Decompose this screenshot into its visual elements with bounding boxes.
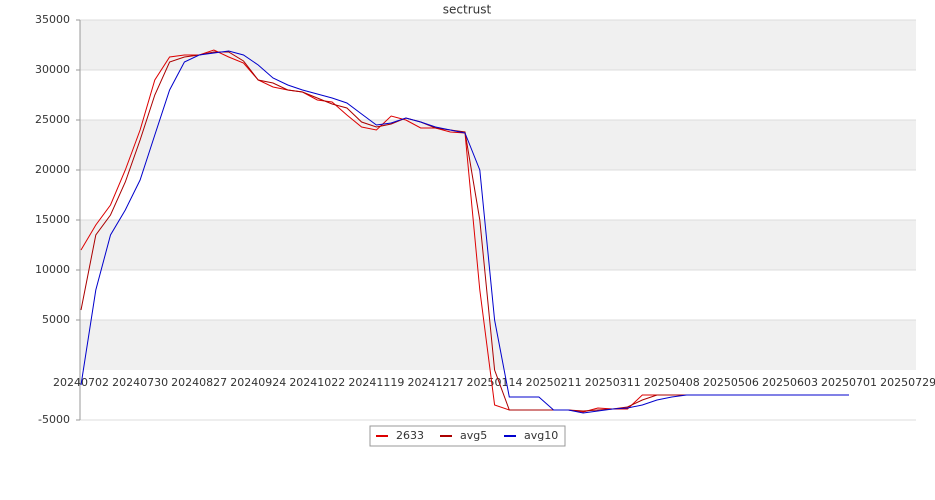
x-tick-label: 20250114: [467, 376, 523, 389]
plot-band: [80, 120, 916, 170]
x-tick-label: 20250311: [585, 376, 641, 389]
y-tick-label: 35000: [35, 13, 70, 26]
x-tick-label: 20240730: [112, 376, 168, 389]
y-tick-label: 30000: [35, 63, 70, 76]
x-tick-label: 20240827: [171, 376, 227, 389]
y-tick-label: 5000: [42, 313, 70, 326]
x-tick-label: 20250408: [644, 376, 700, 389]
chart-title: sectrust: [443, 3, 492, 17]
x-tick-label: 20250701: [821, 376, 877, 389]
x-tick-label: 20241119: [348, 376, 404, 389]
x-tick-label: 20250729: [880, 376, 935, 389]
y-tick-label: -5000: [38, 413, 70, 426]
x-tick-label: 20241022: [289, 376, 345, 389]
y-tick-label: 15000: [35, 213, 70, 226]
plot-band: [80, 220, 916, 270]
x-tick-label: 20240924: [230, 376, 286, 389]
y-tick-label: 10000: [35, 263, 70, 276]
x-tick-label: 20250506: [703, 376, 759, 389]
series-line: [80, 50, 849, 414]
y-tick-label: 25000: [35, 113, 70, 126]
legend-label: avg10: [524, 429, 558, 442]
x-tick-label: 20241217: [407, 376, 463, 389]
plot-band: [80, 320, 916, 370]
x-tick-label: 20250211: [526, 376, 582, 389]
y-tick-label: 20000: [35, 163, 70, 176]
legend-label: 2633: [396, 429, 424, 442]
legend-box: [369, 425, 566, 447]
x-tick-label: 20250603: [762, 376, 818, 389]
plot-band: [80, 20, 916, 70]
legend-label: avg5: [460, 429, 487, 442]
